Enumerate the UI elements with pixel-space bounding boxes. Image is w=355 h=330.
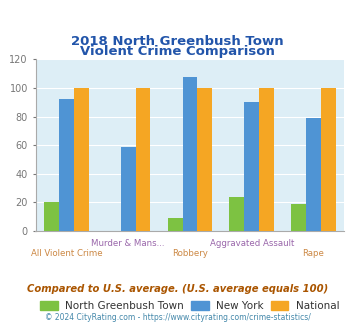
Bar [291,204,306,231]
Text: Murder & Mans...: Murder & Mans... [91,239,165,248]
Bar [229,197,244,231]
Text: All Violent Crime: All Violent Crime [31,249,102,258]
Bar [136,88,151,231]
Legend: North Greenbush Town, New York, National: North Greenbush Town, New York, National [40,301,340,311]
Bar [74,88,89,231]
Text: Aggravated Assault: Aggravated Assault [209,239,294,248]
Text: Robbery: Robbery [172,249,208,258]
Text: 2018 North Greenbush Town: 2018 North Greenbush Town [71,35,284,48]
Bar [168,218,182,231]
Bar [306,118,321,231]
Bar [244,102,259,231]
Bar [121,147,136,231]
Bar [59,99,74,231]
Bar [44,202,59,231]
Bar [259,88,274,231]
Bar [321,88,336,231]
Text: Compared to U.S. average. (U.S. average equals 100): Compared to U.S. average. (U.S. average … [27,284,328,294]
Bar [182,77,197,231]
Text: Rape: Rape [302,249,324,258]
Text: © 2024 CityRating.com - https://www.cityrating.com/crime-statistics/: © 2024 CityRating.com - https://www.city… [45,313,310,322]
Text: Violent Crime Comparison: Violent Crime Comparison [80,45,275,58]
Bar [197,88,212,231]
